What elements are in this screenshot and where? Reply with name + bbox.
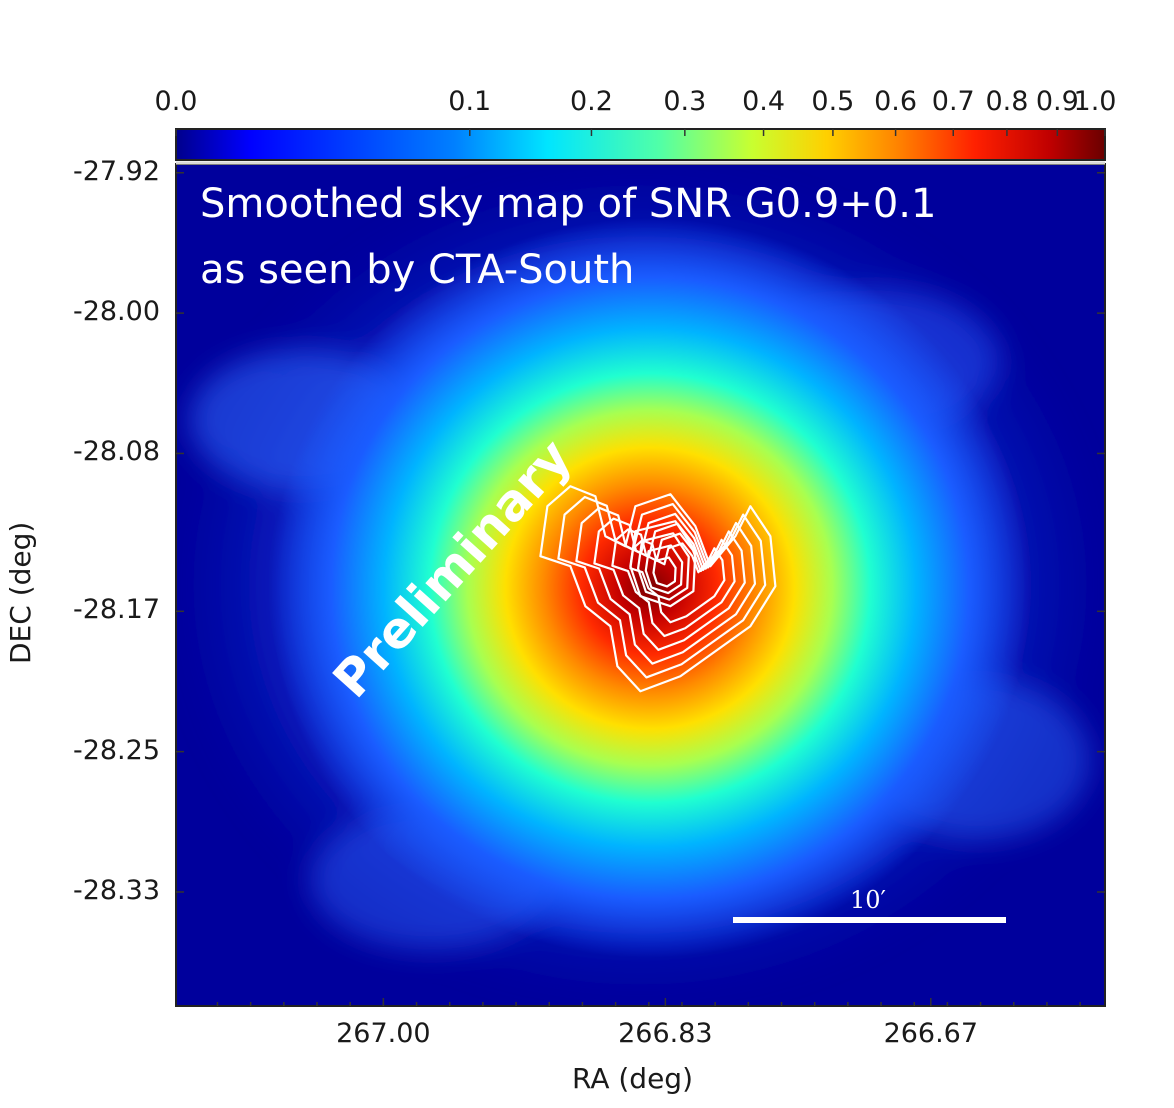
colorbar-tick-label: 0.8: [985, 86, 1029, 117]
scale-bar-label: 10′: [850, 886, 886, 914]
x-tick-label: 266.83: [618, 1018, 713, 1049]
colorbar-tick-label: 0.0: [154, 86, 198, 117]
y-tick-label: -28.17: [72, 594, 160, 626]
source-emission: [270, 218, 1030, 958]
contour-line: [611, 528, 736, 638]
colorbar-tick-label: 0.3: [663, 86, 707, 117]
contour-line: [593, 517, 746, 651]
y-tick-label: -28.25: [72, 734, 160, 766]
contour-line-core: [652, 556, 677, 588]
colorbar-tick-label: 0.1: [448, 86, 492, 117]
colorbar-tick-label: 0.5: [811, 86, 855, 117]
axis-ticks: [175, 129, 1106, 1006]
chart-title-line-1: Smoothed sky map of SNR G0.9+0.1: [200, 181, 937, 227]
x-tick-label: 266.67: [883, 1018, 979, 1049]
y-tick-label: -28.33: [72, 874, 160, 906]
contour-line-core: [636, 532, 690, 601]
colorbar-tick-label: 1.0: [1073, 86, 1117, 117]
colorbar: [175, 128, 1106, 161]
x-tick-label: 267.00: [336, 1018, 431, 1049]
contour-line-core: [644, 544, 684, 595]
contour-line: [629, 539, 726, 624]
colorbar-tick-label: 0.2: [569, 86, 613, 117]
y-tick-label: -28.00: [72, 296, 160, 328]
colorbar-tick-label: 0.6: [874, 86, 918, 117]
y-tick-label: -27.92: [72, 155, 160, 187]
colorbar-tick-label: 0.9: [1035, 86, 1079, 117]
chart-title-line-2: as seen by CTA-South: [200, 247, 635, 293]
y-tick-label: -28.08: [72, 436, 160, 468]
colorbar-tick-label: 0.4: [742, 86, 786, 117]
x-axis-title: RA (deg): [572, 1062, 693, 1095]
contour-line-core: [629, 520, 697, 608]
contour-overlay: [539, 485, 777, 693]
colorbar-tick-label: 0.7: [931, 86, 975, 117]
y-axis-title: DEC (deg): [4, 521, 37, 664]
